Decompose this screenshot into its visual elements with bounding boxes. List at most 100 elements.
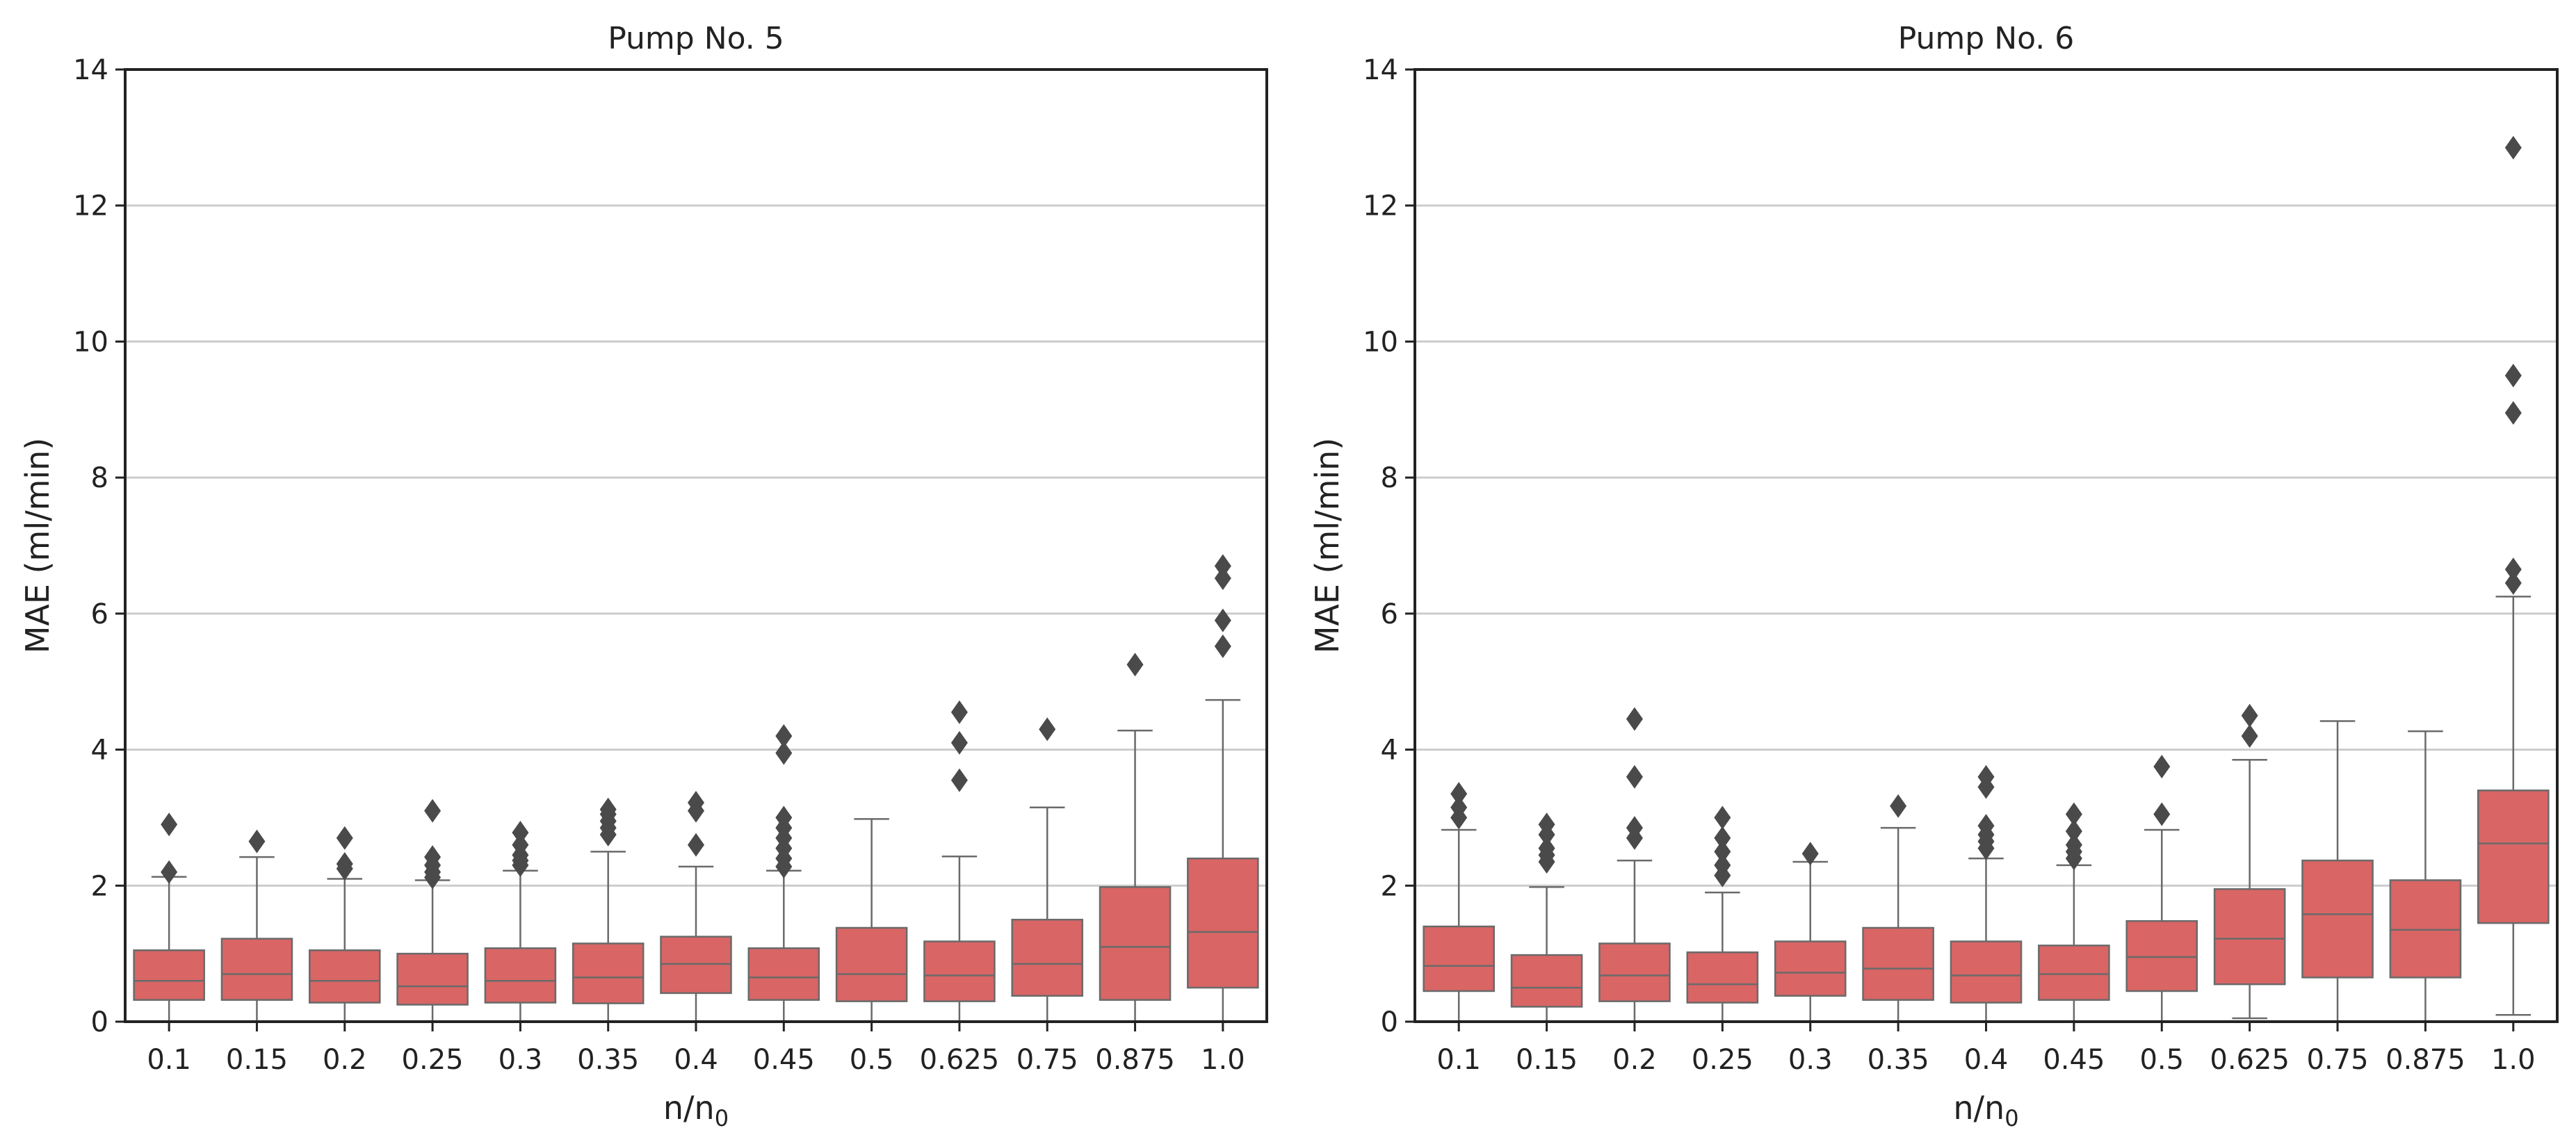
x-tick-label: 0.15: [1516, 1044, 1578, 1076]
x-tick-label: 0.1: [1436, 1044, 1481, 1076]
x-tick-label: 0.875: [2385, 1044, 2465, 1076]
x-axis-label: n/n0: [663, 1089, 729, 1131]
box-body: [1187, 857, 1259, 989]
x-tick-label: 0.5: [2139, 1044, 2184, 1076]
x-tick-label: 0.5: [850, 1044, 894, 1076]
x-tick-label: 0.75: [2307, 1044, 2369, 1076]
x-tick-label: 0.25: [1692, 1044, 1753, 1076]
outlier-point: [1126, 653, 1144, 677]
box-body: [484, 947, 557, 1004]
x-tick-label: 0.625: [920, 1044, 1000, 1076]
outlier-point: [2504, 571, 2522, 595]
box-body: [1598, 942, 1671, 1002]
outlier-point: [424, 799, 442, 823]
x-tick-label: 0.3: [499, 1044, 543, 1076]
box-0.35: [572, 797, 645, 1023]
y-axis-label: MAE (ml/min): [1309, 438, 1346, 654]
box-body: [1774, 940, 1847, 997]
outlier-point: [1626, 707, 1643, 731]
outlier-point: [1714, 826, 1731, 850]
x-tick-label: 0.75: [1016, 1044, 1078, 1076]
y-tick-label: 10: [1363, 326, 1398, 358]
outlier-point: [688, 833, 704, 857]
panel-pump-5: Pump No. 5 0 2 4 6 8 10 12 14 0.1 0.15 0.2 0.25 0.3…: [19, 21, 1268, 1131]
box-0.1: [1423, 782, 1495, 1023]
y-tick-label: 6: [91, 598, 108, 630]
box-0.2: [308, 826, 381, 1023]
x-tick-label: 0.45: [2043, 1044, 2105, 1076]
x-tick-label: 0.2: [323, 1044, 367, 1076]
y-axis-ticks: 0 2 4 6 8 10 12 14: [73, 54, 125, 1038]
outlier-point: [2065, 802, 2082, 826]
box-body: [2301, 859, 2374, 979]
outlier-point: [424, 845, 442, 869]
grid-lines: [125, 204, 1267, 887]
box-body: [2389, 879, 2462, 979]
outlier-point: [1977, 814, 1995, 838]
x-tick-label: 0.25: [402, 1044, 464, 1076]
outlier-point: [2241, 724, 2258, 748]
x-axis-ticks: 0.1 0.15 0.2 0.25 0.3 0.35 0.4 0.45 0.5 0.625 0.75…: [147, 1022, 1245, 1076]
outlier-point: [950, 768, 968, 792]
y-tick-label: 4: [1381, 735, 1398, 767]
outlier-point: [1214, 566, 1231, 590]
outlier-point: [775, 741, 793, 765]
x-axis-label-subscript: 0: [715, 1105, 729, 1131]
box-0.2: [1598, 707, 1671, 1023]
box-0.875: [1099, 653, 1172, 1023]
box-0.75: [1011, 717, 1084, 1023]
outlier-point: [688, 790, 704, 815]
box-0.75: [2301, 720, 2374, 1023]
x-axis-label-subscript: 0: [2004, 1105, 2018, 1131]
x-tick-label: 0.3: [1788, 1044, 1833, 1076]
y-tick-label: 12: [1363, 190, 1398, 222]
outlier-point: [2504, 557, 2522, 582]
box-body: [923, 940, 996, 1002]
outlier-point: [1714, 840, 1731, 864]
outlier-point: [2504, 401, 2522, 425]
box-body: [1950, 940, 2023, 1004]
outlier-point: [161, 812, 178, 837]
boxes: [1423, 136, 2550, 1023]
outlier-point: [512, 820, 529, 844]
outlier-point: [1801, 842, 1819, 866]
outlier-point: [1538, 812, 1555, 837]
outlier-point: [1714, 853, 1731, 877]
outlier-point: [2153, 755, 2171, 779]
y-tick-label: 8: [91, 462, 108, 494]
box-body: [2477, 790, 2550, 924]
box-0.5: [2125, 755, 2198, 1023]
outlier-point: [336, 826, 353, 850]
box-0.25: [1686, 806, 1759, 1023]
box-body: [1510, 954, 1583, 1008]
outlier-point: [1214, 634, 1231, 658]
box-body: [1011, 918, 1084, 997]
outlier-point: [775, 806, 793, 830]
y-axis-ticks: 0 2 4 6 8 10 12 14: [1363, 54, 1415, 1038]
box-0.45: [747, 724, 820, 1023]
x-tick-label: 0.35: [1868, 1044, 1929, 1076]
x-axis-label-main: n/n: [1953, 1089, 2004, 1127]
outlier-point: [775, 724, 793, 748]
box-body: [572, 942, 645, 1004]
box-body: [1862, 926, 1934, 1001]
box-0.3: [484, 820, 557, 1023]
y-tick-label: 14: [73, 54, 108, 86]
outlier-point: [1714, 806, 1731, 830]
y-tick-label: 0: [1381, 1006, 1398, 1038]
box-body: [396, 952, 469, 1006]
box-0.875: [2389, 730, 2462, 1023]
x-axis-label-main: n/n: [663, 1089, 715, 1127]
box-body: [1099, 885, 1172, 1001]
outlier-point: [1977, 765, 1995, 789]
box-body: [2038, 945, 2110, 1001]
outlier-point: [2153, 802, 2171, 826]
box-0.1: [133, 812, 205, 1023]
x-tick-label: 0.875: [1095, 1044, 1175, 1076]
box-body: [1686, 951, 1759, 1004]
box-0.4: [660, 790, 732, 1023]
x-tick-label: 1.0: [1201, 1044, 1245, 1076]
y-tick-label: 2: [91, 870, 108, 902]
chart-title: Pump No. 5: [608, 21, 784, 56]
y-tick-label: 8: [1381, 462, 1398, 494]
